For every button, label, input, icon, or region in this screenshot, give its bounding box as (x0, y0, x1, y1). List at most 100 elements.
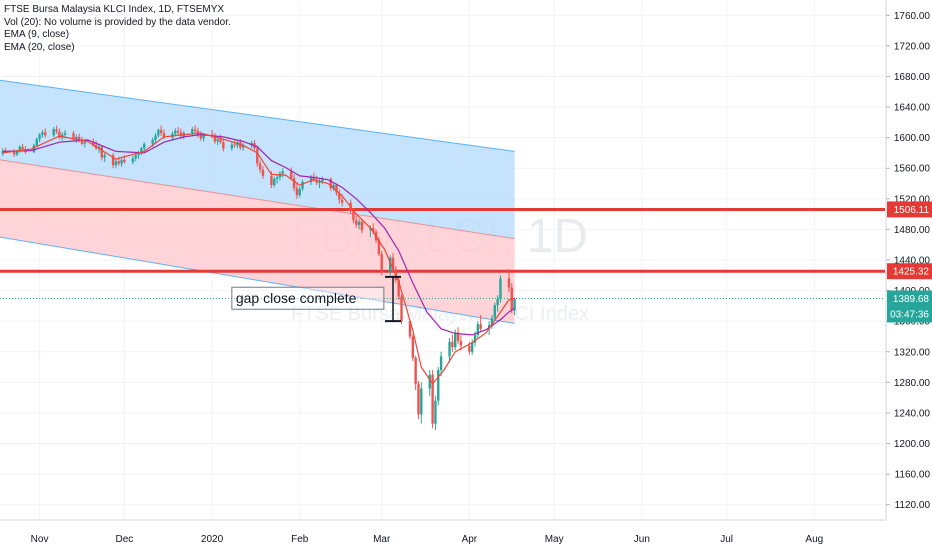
candle-body (137, 152, 140, 156)
candle-body (360, 221, 364, 231)
channel-line-lower (0, 236, 515, 324)
legend-ema9[interactable]: EMA (9, close) (4, 29, 70, 40)
candle-body (355, 220, 358, 225)
candle-body (58, 131, 61, 138)
candle-body (332, 185, 335, 189)
candle-body (75, 136, 78, 140)
price-axis-label: 1200.00 (894, 439, 931, 450)
candle-body (162, 133, 166, 138)
time-axis-label: Jun (634, 534, 650, 545)
time-axis-label: May (545, 534, 564, 545)
candle-body (159, 130, 163, 134)
candle-body (309, 177, 313, 182)
price-axis-label: 1240.00 (894, 408, 931, 419)
time-axis-label: Nov (31, 534, 49, 545)
candle-body (496, 299, 499, 306)
price-axis-label: 1760.00 (894, 11, 931, 22)
candle-body (428, 374, 431, 389)
candle-body (352, 211, 355, 221)
candle-body (97, 146, 101, 149)
candle-body (420, 388, 423, 415)
level-price-tag (887, 263, 932, 280)
candle-body (437, 370, 440, 401)
candle-body (372, 227, 375, 232)
candle-body (233, 144, 236, 146)
candle-body (77, 136, 81, 141)
price-axis-label: 1520.00 (894, 194, 931, 205)
legend-title[interactable]: FTSE Bursa Malaysia KLCI Index, 1D, FTSE… (4, 4, 225, 15)
candle-body (335, 185, 338, 193)
candle-body (380, 253, 383, 273)
candle-body (369, 227, 372, 231)
candle-body (338, 192, 341, 200)
time-axis-label: Apr (462, 534, 478, 545)
price-axis-label: 1600.00 (894, 133, 931, 144)
candle-body (216, 139, 219, 142)
candle-body (298, 188, 301, 195)
candle-body (278, 173, 282, 178)
time-axis-label: Dec (116, 534, 134, 545)
last-price-tag (887, 290, 932, 323)
channel-line-mid (0, 159, 515, 240)
price-axis-label: 1560.00 (894, 164, 931, 175)
candle-body (397, 279, 400, 297)
level-price-label: 1425.32 (893, 267, 930, 278)
candle-body (100, 146, 103, 158)
candle-body (417, 383, 420, 415)
candle-body (439, 356, 443, 371)
channel-lower-band (0, 159, 515, 324)
ema20-line (2, 133, 515, 336)
price-axis-label: 1480.00 (894, 225, 931, 236)
time-axis-bg (0, 520, 932, 550)
candle-body (140, 148, 143, 153)
countdown-label: 03:47:36 (890, 309, 929, 320)
candle-body (315, 179, 318, 183)
candle-body (202, 134, 205, 139)
channel-line-upper (0, 79, 515, 152)
price-axis-label: 1280.00 (894, 378, 931, 389)
price-axis-label: 1680.00 (894, 72, 931, 83)
price-axis-label: 1120.00 (895, 500, 931, 511)
candle-body (377, 240, 381, 254)
time-axis-label: Mar (373, 534, 391, 545)
candle-body (456, 332, 460, 342)
candle-body (454, 332, 457, 348)
candle-body (219, 139, 222, 143)
candle-body (261, 169, 265, 176)
level-price-tag (887, 201, 932, 218)
legend-ema20[interactable]: EMA (20, close) (4, 41, 75, 53)
candle-body (15, 151, 19, 155)
candle-body (513, 299, 516, 311)
time-axis-label: Jul (720, 534, 733, 545)
annotation-box (231, 286, 385, 310)
candle-body (448, 341, 451, 357)
candle-body (301, 182, 304, 189)
candle-body (318, 181, 321, 183)
candle-body (400, 296, 403, 322)
candle-body (290, 171, 293, 179)
candle-body (111, 155, 115, 166)
candle-body (270, 175, 273, 186)
legend-volume[interactable]: Vol (20): No volume is provided by the d… (4, 16, 231, 28)
time-axis-label: Feb (291, 534, 309, 545)
candle-body (275, 177, 279, 179)
candle-body (52, 129, 55, 136)
candle-body (340, 199, 344, 203)
candle-body (18, 146, 21, 152)
candle-body (493, 305, 497, 319)
candle-body (83, 142, 87, 144)
candle-body (134, 155, 137, 159)
candle-body (32, 145, 36, 153)
candle-body (451, 341, 454, 348)
candle-body (431, 374, 434, 424)
candle-body (329, 178, 333, 189)
candle-body (292, 178, 296, 189)
candle-body (476, 324, 480, 335)
candle-body (213, 136, 217, 142)
candle-body (490, 318, 494, 325)
annotation-text: gap close complete (236, 290, 357, 306)
candle-body (434, 400, 437, 424)
chart-legend: FTSE Bursa Malaysia KLCI Index, 1D, FTSE… (4, 4, 231, 54)
candle-body (191, 129, 194, 134)
